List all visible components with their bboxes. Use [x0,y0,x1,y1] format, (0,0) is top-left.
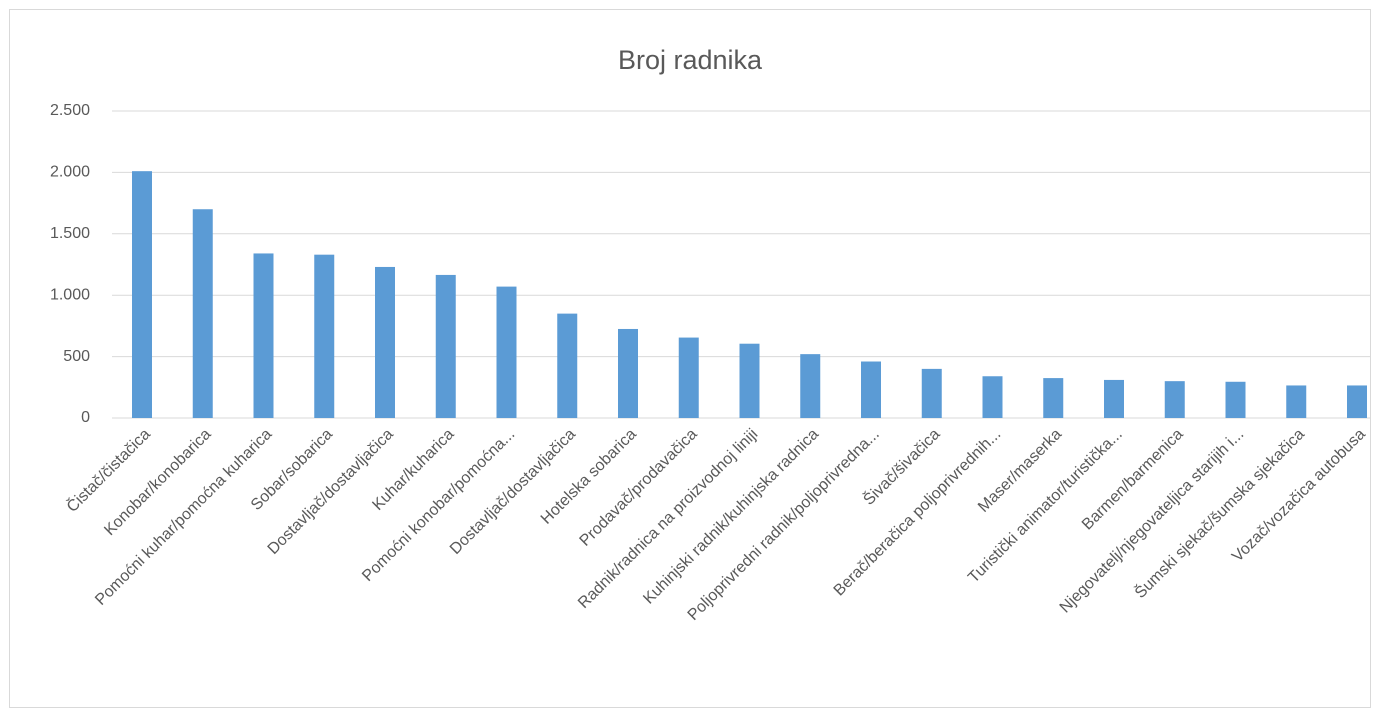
y-tick-label: 1.000 [50,286,90,303]
bar [1347,385,1367,418]
bar [192,209,213,418]
bar [132,171,152,418]
bar [1286,385,1307,418]
y-tick-label: 2.500 [50,102,90,119]
bar [375,266,395,418]
bar [618,328,638,418]
bar [982,376,1003,418]
bar [496,286,517,418]
bar [921,368,942,418]
bar [1043,378,1064,418]
y-tick-label: 1.500 [50,225,90,242]
bar [314,254,335,418]
bar [739,343,760,418]
bar [861,361,881,418]
bar [435,274,456,418]
chart-title: Broj radnika [618,45,763,75]
bar [1104,379,1124,418]
y-tick-label: 2.000 [50,164,90,181]
bar [678,337,699,418]
y-tick-label: 0 [81,409,90,426]
bar [557,313,578,418]
bar [1164,381,1185,418]
y-tick-label: 500 [63,348,90,365]
bar [253,253,274,418]
bar [800,354,821,418]
bar [1225,381,1246,418]
